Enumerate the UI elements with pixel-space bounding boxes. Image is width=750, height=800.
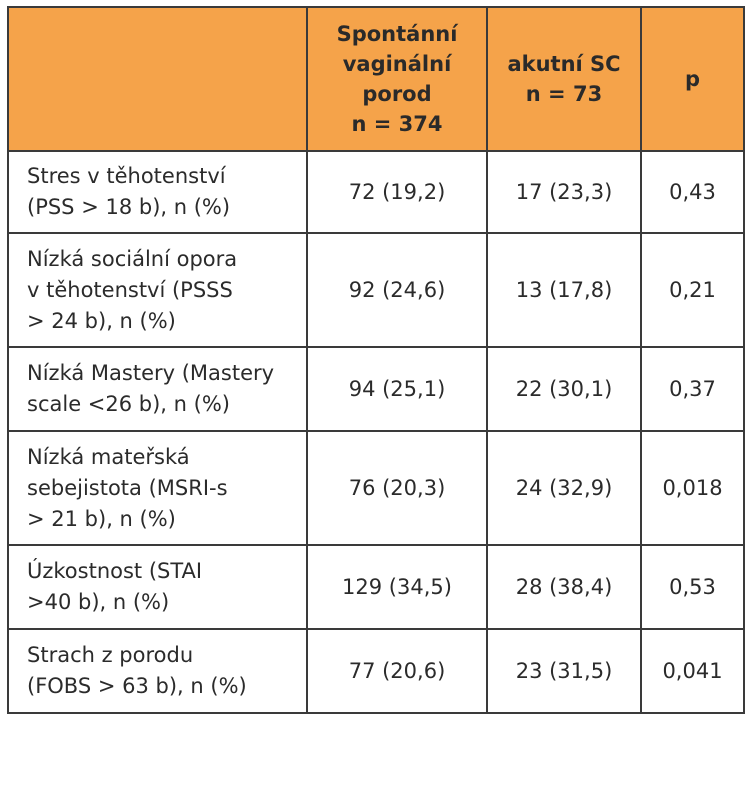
label-line: Úzkostnost (STAI	[27, 559, 203, 583]
label-line: (FOBS > 63 b), n (%)	[27, 674, 247, 698]
header-line: porod	[362, 82, 432, 106]
p-value: 0,21	[640, 232, 745, 348]
table-row: Nízká sociální opora v těhotenství (PSSS >…	[7, 232, 745, 348]
label-line: scale <26 b), n (%)	[27, 392, 230, 416]
sc-value: 24 (32,9)	[486, 430, 642, 546]
label-line: >40 b), n (%)	[27, 590, 170, 614]
label-line: Stres v těhotenství	[27, 164, 226, 188]
header-line: n = 374	[351, 112, 443, 136]
label-line: sebejistota (MSRI-s	[27, 475, 228, 500]
header-spontaneous-vaginal: Spontánní vaginální porod n = 374	[306, 6, 488, 152]
row-label: Stres v těhotenství (PSS > 18 b), n (%)	[7, 150, 308, 234]
label-line: Nízká Mastery (Mastery	[27, 361, 275, 385]
table-header: Spontánní vaginální porod n = 374 akutní…	[7, 6, 745, 152]
vaginal-value: 92 (24,6)	[306, 232, 488, 348]
vaginal-value: 76 (20,3)	[306, 430, 488, 546]
vaginal-value: 77 (20,6)	[306, 628, 488, 714]
label-line: Strach z porodu	[27, 643, 194, 667]
sc-value: 22 (30,1)	[486, 346, 642, 432]
header-p-value: p	[640, 6, 745, 152]
table-body: Stres v těhotenství (PSS > 18 b), n (%) 7…	[7, 150, 745, 714]
sc-value: 28 (38,4)	[486, 544, 642, 630]
sc-value: 17 (23,3)	[486, 150, 642, 234]
p-value: 0,018	[640, 430, 745, 546]
p-value: 0,37	[640, 346, 745, 432]
vaginal-value: 72 (19,2)	[306, 150, 488, 234]
table-row: Nízká mateřská sebejistota (MSRI-s > 21 b)…	[7, 430, 745, 546]
row-label: Nízká sociální opora v těhotenství (PSSS >…	[7, 232, 308, 348]
p-value: 0,53	[640, 544, 745, 630]
vaginal-value: 94 (25,1)	[306, 346, 488, 432]
row-label: Nízká Mastery (Mastery scale <26 b), n (%…	[7, 346, 308, 432]
header-acute-sc: akutní SC n = 73	[486, 6, 642, 152]
header-line: akutní SC	[507, 52, 621, 76]
header-row: Spontánní vaginální porod n = 374 akutní…	[7, 6, 745, 152]
table-row: Úzkostnost (STAI >40 b), n (%) 129 (34,5)…	[7, 544, 745, 630]
sc-value: 13 (17,8)	[486, 232, 642, 348]
label-line: > 24 b), n (%)	[27, 308, 176, 333]
row-label: Nízká mateřská sebejistota (MSRI-s > 21 b)…	[7, 430, 308, 546]
label-line: v těhotenství (PSSS	[27, 277, 233, 302]
header-line: p	[684, 67, 701, 91]
header-corner-cell	[7, 6, 308, 152]
label-line: Nízká mateřská	[27, 444, 190, 469]
row-label: Strach z porodu (FOBS > 63 b), n (%)	[7, 628, 308, 714]
label-line: Nízká sociální opora	[27, 246, 238, 271]
header-line: vaginální	[342, 52, 452, 76]
vaginal-value: 129 (34,5)	[306, 544, 488, 630]
sc-value: 23 (31,5)	[486, 628, 642, 714]
table-row: Strach z porodu (FOBS > 63 b), n (%) 77 (…	[7, 628, 745, 714]
table-row: Stres v těhotenství (PSS > 18 b), n (%) 7…	[7, 150, 745, 234]
p-value: 0,43	[640, 150, 745, 234]
table-row: Nízká Mastery (Mastery scale <26 b), n (%…	[7, 346, 745, 432]
header-line: n = 73	[525, 82, 603, 106]
p-value: 0,041	[640, 628, 745, 714]
data-table: Spontánní vaginální porod n = 374 akutní…	[7, 6, 745, 714]
header-line: Spontánní	[336, 22, 458, 46]
label-line: > 21 b), n (%)	[27, 506, 176, 531]
row-label: Úzkostnost (STAI >40 b), n (%)	[7, 544, 308, 630]
label-line: (PSS > 18 b), n (%)	[27, 195, 231, 219]
